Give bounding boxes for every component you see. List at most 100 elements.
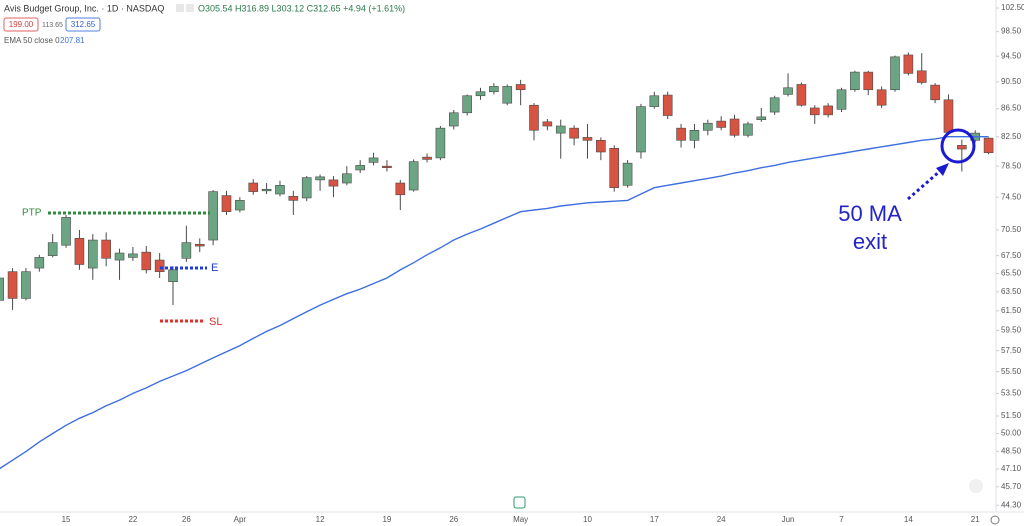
candle-body bbox=[475, 91, 486, 97]
y-tick-label: 59.50 bbox=[1001, 326, 1022, 335]
candle-body bbox=[502, 86, 513, 104]
candle-body bbox=[756, 116, 767, 121]
candle-body bbox=[529, 104, 539, 131]
y-tick-label: 78.50 bbox=[1001, 161, 1022, 170]
x-tick-label: 14 bbox=[904, 515, 913, 524]
candle-body bbox=[194, 244, 205, 247]
y-tick-label: 70.50 bbox=[1001, 225, 1022, 234]
candle-body bbox=[796, 84, 807, 106]
y-tick-label: 45.70 bbox=[1001, 482, 1022, 491]
candle-body bbox=[235, 200, 245, 211]
candle-body bbox=[435, 127, 446, 159]
candle-body bbox=[489, 86, 499, 93]
candle-body bbox=[47, 242, 58, 256]
y-tick-label: 94.50 bbox=[1001, 51, 1022, 60]
y-tick-label: 55.50 bbox=[1001, 367, 1022, 376]
spread: 113.65 bbox=[42, 22, 63, 29]
candle-body bbox=[368, 157, 379, 163]
y-tick-label: 82.50 bbox=[1001, 132, 1022, 141]
candle-body bbox=[275, 185, 285, 195]
candle-body bbox=[823, 105, 833, 116]
candle-body bbox=[863, 71, 874, 91]
candle-body bbox=[74, 238, 85, 265]
candle-body bbox=[636, 106, 646, 153]
y-tick-label: 90.50 bbox=[1001, 77, 1022, 86]
candle-body bbox=[703, 122, 713, 131]
arrow-head bbox=[936, 163, 949, 176]
candle-body bbox=[34, 257, 45, 269]
candle-body bbox=[930, 84, 940, 101]
candle-body bbox=[355, 165, 365, 171]
candle-body bbox=[0, 277, 4, 301]
candle-body bbox=[261, 188, 272, 192]
candle-body bbox=[983, 137, 994, 154]
x-tick-label: May bbox=[513, 515, 528, 524]
symbol-title: Avis Budget Group, Inc. · 1D · NASDAQ bbox=[4, 3, 164, 13]
y-tick-label: 53.50 bbox=[1001, 389, 1022, 398]
scroll-button[interactable] bbox=[969, 479, 983, 493]
candle-body bbox=[729, 118, 740, 136]
candle-body bbox=[876, 89, 887, 106]
highlight-circle bbox=[940, 128, 976, 164]
y-tick-label: 47.10 bbox=[1001, 464, 1022, 473]
candle-body bbox=[408, 161, 419, 191]
x-tick-label: 26 bbox=[449, 515, 458, 524]
indicator-value: 207.81 bbox=[60, 36, 85, 45]
annotation: 50 MA bbox=[838, 201, 902, 226]
icon[interactable] bbox=[176, 4, 184, 12]
candle-body bbox=[208, 191, 218, 241]
candle-body bbox=[61, 217, 71, 246]
y-tick-label: 67.50 bbox=[1001, 251, 1022, 260]
y-tick-label: 65.50 bbox=[1001, 269, 1022, 278]
candle-body bbox=[101, 239, 111, 259]
candle-body bbox=[315, 176, 325, 181]
candle-body bbox=[836, 89, 847, 110]
candle-body bbox=[916, 70, 927, 83]
y-tick-label: 86.50 bbox=[1001, 104, 1022, 113]
ohlc: O305.54 H316.89 L303.12 C312.65 +4.94 (+… bbox=[198, 3, 405, 13]
candle-body bbox=[662, 94, 673, 116]
candle-body bbox=[154, 259, 165, 272]
candle-body bbox=[850, 71, 860, 91]
candle-body bbox=[181, 242, 192, 259]
candle-body bbox=[221, 195, 232, 212]
icon[interactable] bbox=[186, 4, 194, 12]
candle-body bbox=[689, 129, 700, 141]
candle-body bbox=[448, 112, 459, 127]
candle-body bbox=[87, 239, 98, 269]
candle-body bbox=[903, 54, 914, 74]
candle-body bbox=[809, 107, 820, 116]
y-tick-label: 63.50 bbox=[1001, 287, 1022, 296]
x-tick-label: 15 bbox=[62, 515, 71, 524]
y-tick-label: 102.50 bbox=[1001, 3, 1024, 12]
y-tick-label: 51.50 bbox=[1001, 411, 1022, 420]
candle-body bbox=[128, 253, 138, 258]
y-tick-label: 50.00 bbox=[1001, 429, 1022, 438]
x-tick-label: Apr bbox=[234, 515, 247, 524]
candle-body bbox=[542, 121, 553, 127]
y-tick-label: 57.50 bbox=[1001, 346, 1022, 355]
candle-body bbox=[288, 196, 299, 201]
candle-body bbox=[957, 145, 967, 150]
x-tick-label: 24 bbox=[717, 515, 726, 524]
sell-price[interactable]: 199.00 bbox=[9, 20, 34, 29]
settings-icon[interactable] bbox=[990, 515, 1000, 525]
candle-body bbox=[582, 137, 593, 141]
event-icon[interactable] bbox=[513, 496, 526, 509]
candle-body bbox=[114, 252, 125, 261]
plot-area: 102.50 98.50 94.50 90.50 86.50 82.50 78.50 74.5… bbox=[0, 3, 1024, 524]
arrow-line bbox=[907, 169, 941, 201]
annotation: exit bbox=[853, 229, 887, 254]
candle-body bbox=[382, 165, 392, 168]
y-tick-label: 98.50 bbox=[1001, 27, 1022, 36]
buy-price[interactable]: 312.65 bbox=[71, 20, 96, 29]
candle-body bbox=[395, 182, 406, 196]
candle-body bbox=[7, 271, 18, 299]
candle-body bbox=[622, 162, 633, 186]
candle-body bbox=[342, 173, 352, 184]
sell-button[interactable] bbox=[3, 17, 39, 32]
ema-line bbox=[0, 136, 989, 470]
buy-button[interactable] bbox=[65, 17, 101, 32]
